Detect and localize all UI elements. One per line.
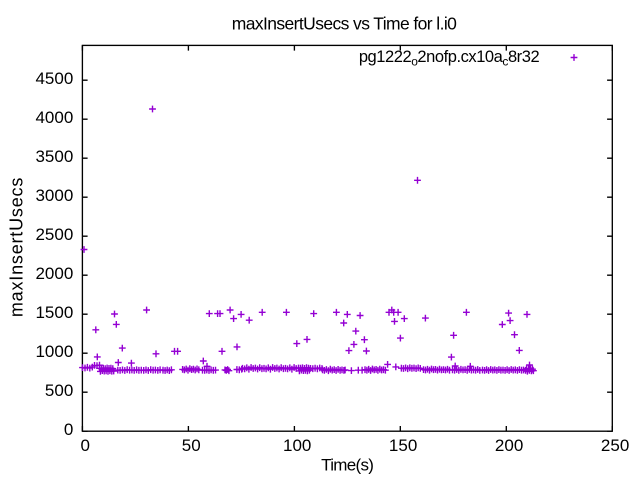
svg-text:1500: 1500 xyxy=(35,303,73,322)
svg-text:500: 500 xyxy=(45,381,73,400)
svg-text:pg1222o2nofp.cx10ac8r32: pg1222o2nofp.cx10ac8r32 xyxy=(359,48,540,69)
svg-text:3500: 3500 xyxy=(35,147,73,166)
svg-text:3000: 3000 xyxy=(35,186,73,205)
svg-text:100: 100 xyxy=(283,436,311,455)
svg-text:150: 150 xyxy=(389,436,417,455)
svg-text:maxInsertUsecs: maxInsertUsecs xyxy=(7,177,27,317)
svg-text:4500: 4500 xyxy=(35,69,73,88)
svg-text:1000: 1000 xyxy=(35,342,73,361)
svg-text:0: 0 xyxy=(80,436,89,455)
svg-text:2000: 2000 xyxy=(35,264,73,283)
svg-text:2500: 2500 xyxy=(35,225,73,244)
svg-text:50: 50 xyxy=(182,436,201,455)
svg-text:250: 250 xyxy=(601,436,629,455)
svg-text:0: 0 xyxy=(64,420,73,439)
svg-text:Time(s): Time(s) xyxy=(321,456,373,475)
svg-text:maxInsertUsecs vs Time for l.i: maxInsertUsecs vs Time for l.i0 xyxy=(232,13,457,33)
svg-text:200: 200 xyxy=(495,436,523,455)
svg-text:4000: 4000 xyxy=(35,108,73,127)
